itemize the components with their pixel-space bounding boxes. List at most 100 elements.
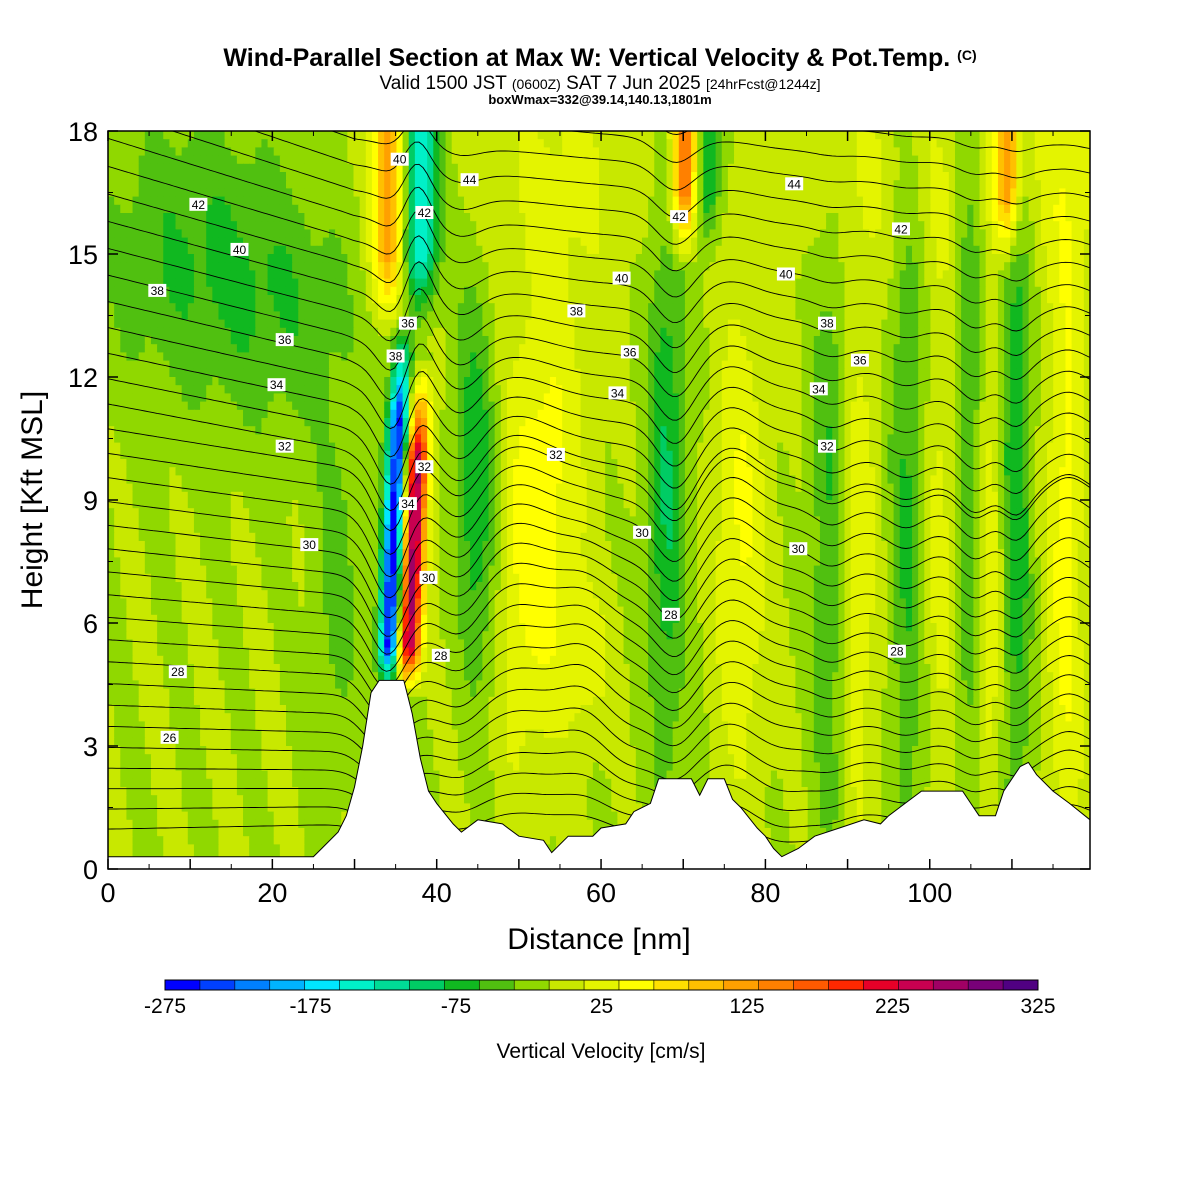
velocity-cell (292, 319, 299, 329)
velocity-cell (328, 237, 336, 247)
velocity-cell (746, 368, 754, 378)
velocity-cell (537, 278, 545, 288)
velocity-cell (531, 360, 539, 370)
velocity-cell (721, 311, 729, 321)
velocity-cell (292, 196, 299, 206)
velocity-cell (862, 245, 870, 255)
velocity-cell (721, 377, 729, 386)
velocity-cell (875, 327, 882, 337)
velocity-cell (660, 196, 668, 206)
velocity-cell (758, 319, 766, 329)
velocity-cell (212, 254, 220, 263)
velocity-cell (869, 172, 876, 181)
velocity-cell (279, 295, 287, 304)
velocity-cell (310, 311, 318, 321)
velocity-cell (924, 303, 932, 312)
velocity-cell (206, 377, 213, 386)
velocity-cell (819, 188, 827, 198)
velocity-cell (648, 377, 655, 386)
velocity-cell (691, 303, 698, 312)
velocity-cell (709, 319, 717, 329)
velocity-cell (200, 213, 207, 222)
velocity-cell (310, 155, 318, 165)
velocity-cell (991, 352, 999, 362)
velocity-cell (936, 352, 944, 362)
velocity-cell (574, 213, 582, 222)
velocity-cell (414, 360, 422, 370)
velocity-cell (912, 286, 919, 296)
velocity-cell (371, 311, 379, 321)
velocity-cell (605, 221, 612, 230)
velocity-cell (942, 344, 950, 353)
velocity-cell (292, 139, 299, 148)
velocity-cell (212, 237, 220, 247)
velocity-cell (488, 245, 496, 255)
velocity-cell (476, 196, 483, 206)
velocity-cell (1028, 204, 1036, 214)
velocity-cell (875, 254, 882, 263)
velocity-cell (881, 377, 889, 386)
velocity-cell (414, 188, 422, 198)
velocity-cell (648, 344, 655, 353)
velocity-cell (801, 188, 809, 198)
velocity-cell (924, 344, 932, 353)
velocity-cell (279, 311, 287, 321)
velocity-cell (206, 327, 213, 337)
velocity-cell (273, 344, 281, 353)
velocity-cell (893, 245, 901, 255)
velocity-cell (187, 319, 195, 329)
velocity-cell (973, 377, 981, 386)
velocity-cell (991, 131, 999, 140)
velocity-cell (200, 344, 207, 353)
velocity-cell (899, 131, 907, 140)
velocity-cell (457, 319, 465, 329)
velocity-cell (328, 327, 336, 337)
velocity-cell (1053, 286, 1060, 296)
velocity-cell (138, 352, 146, 362)
velocity-cell (1040, 254, 1048, 263)
velocity-cell (298, 131, 305, 140)
velocity-cell (543, 245, 551, 255)
velocity-cell (893, 147, 901, 157)
velocity-cell (543, 344, 551, 353)
velocity-cell (310, 303, 318, 312)
velocity-cell (691, 213, 698, 222)
velocity-cell (347, 270, 355, 280)
velocity-cell (310, 336, 318, 345)
velocity-cell (979, 237, 987, 247)
velocity-cell (126, 336, 134, 345)
velocity-cell (881, 254, 889, 263)
velocity-cell (120, 344, 128, 353)
velocity-cell (734, 229, 741, 239)
velocity-cell (537, 172, 545, 181)
velocity-cell (678, 286, 686, 296)
velocity-cell (691, 237, 698, 247)
velocity-cell (316, 131, 324, 140)
velocity-cell (936, 172, 944, 181)
velocity-cell (556, 270, 563, 280)
velocity-cell (218, 270, 226, 280)
velocity-cell (770, 303, 778, 312)
velocity-cell (979, 327, 987, 337)
velocity-cell (463, 229, 471, 239)
velocity-cell (224, 311, 232, 321)
velocity-cell (795, 352, 803, 362)
velocity-cell (899, 213, 907, 222)
velocity-cell (457, 131, 465, 140)
velocity-cell (826, 131, 833, 140)
velocity-cell (1040, 278, 1048, 288)
velocity-cell (1028, 245, 1036, 255)
velocity-cell (279, 237, 287, 247)
velocity-cell (414, 163, 422, 173)
velocity-cell (985, 155, 993, 165)
velocity-cell (181, 254, 189, 263)
velocity-cell (586, 254, 594, 263)
velocity-cell (580, 295, 588, 304)
velocity-cell (813, 245, 821, 255)
velocity-cell (439, 327, 447, 337)
velocity-cell (832, 344, 839, 353)
velocity-cell (783, 163, 790, 173)
velocity-cell (954, 131, 962, 140)
velocity-cell (261, 270, 269, 280)
velocity-cell (844, 172, 852, 181)
